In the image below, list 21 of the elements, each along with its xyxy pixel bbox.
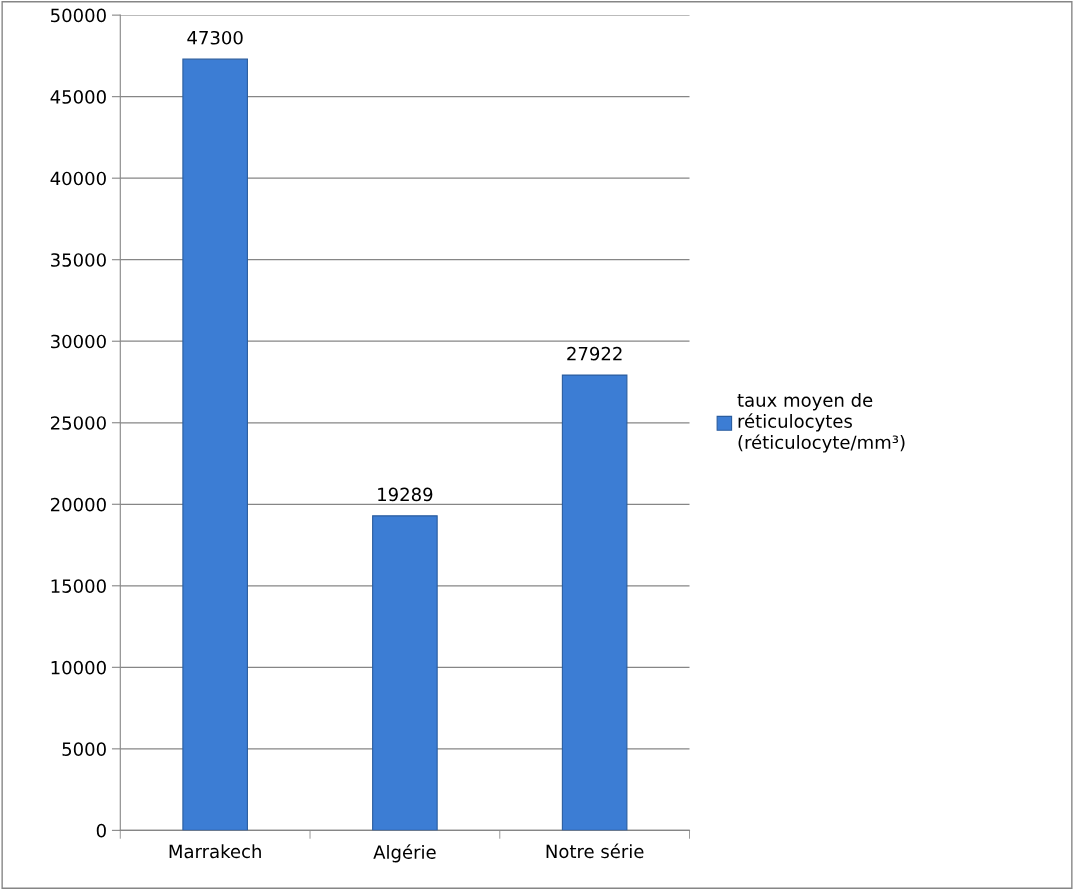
y-tick-label: 0 <box>96 823 106 838</box>
x-tick-label: Marrakech <box>169 844 261 859</box>
y-tick-label: 50000 <box>51 8 106 23</box>
y-tick-label: 10000 <box>51 660 106 675</box>
bar <box>561 374 628 831</box>
x-tick-label: Notre série <box>546 843 644 859</box>
y-tick-label: 30000 <box>51 334 106 349</box>
data-label: 19289 <box>378 487 433 502</box>
y-tick-label: 45000 <box>50 90 106 104</box>
y-tick-label: 15000 <box>51 579 106 593</box>
data-label: 47300 <box>187 30 243 45</box>
bar <box>372 515 438 831</box>
y-tick-label: 20000 <box>50 497 106 512</box>
y-tick-label: 5000 <box>62 742 106 756</box>
x-tick-label: Algérie <box>373 844 436 863</box>
data-label: 27922 <box>567 346 622 361</box>
bar <box>182 58 248 831</box>
legend-label: taux moyen de réticulocytes (réticulocyte/mm³) <box>737 392 905 453</box>
y-tick-label: 40000 <box>50 171 106 186</box>
y-tick-label: 25000 <box>50 416 106 430</box>
y-tick-label: 35000 <box>51 253 106 267</box>
